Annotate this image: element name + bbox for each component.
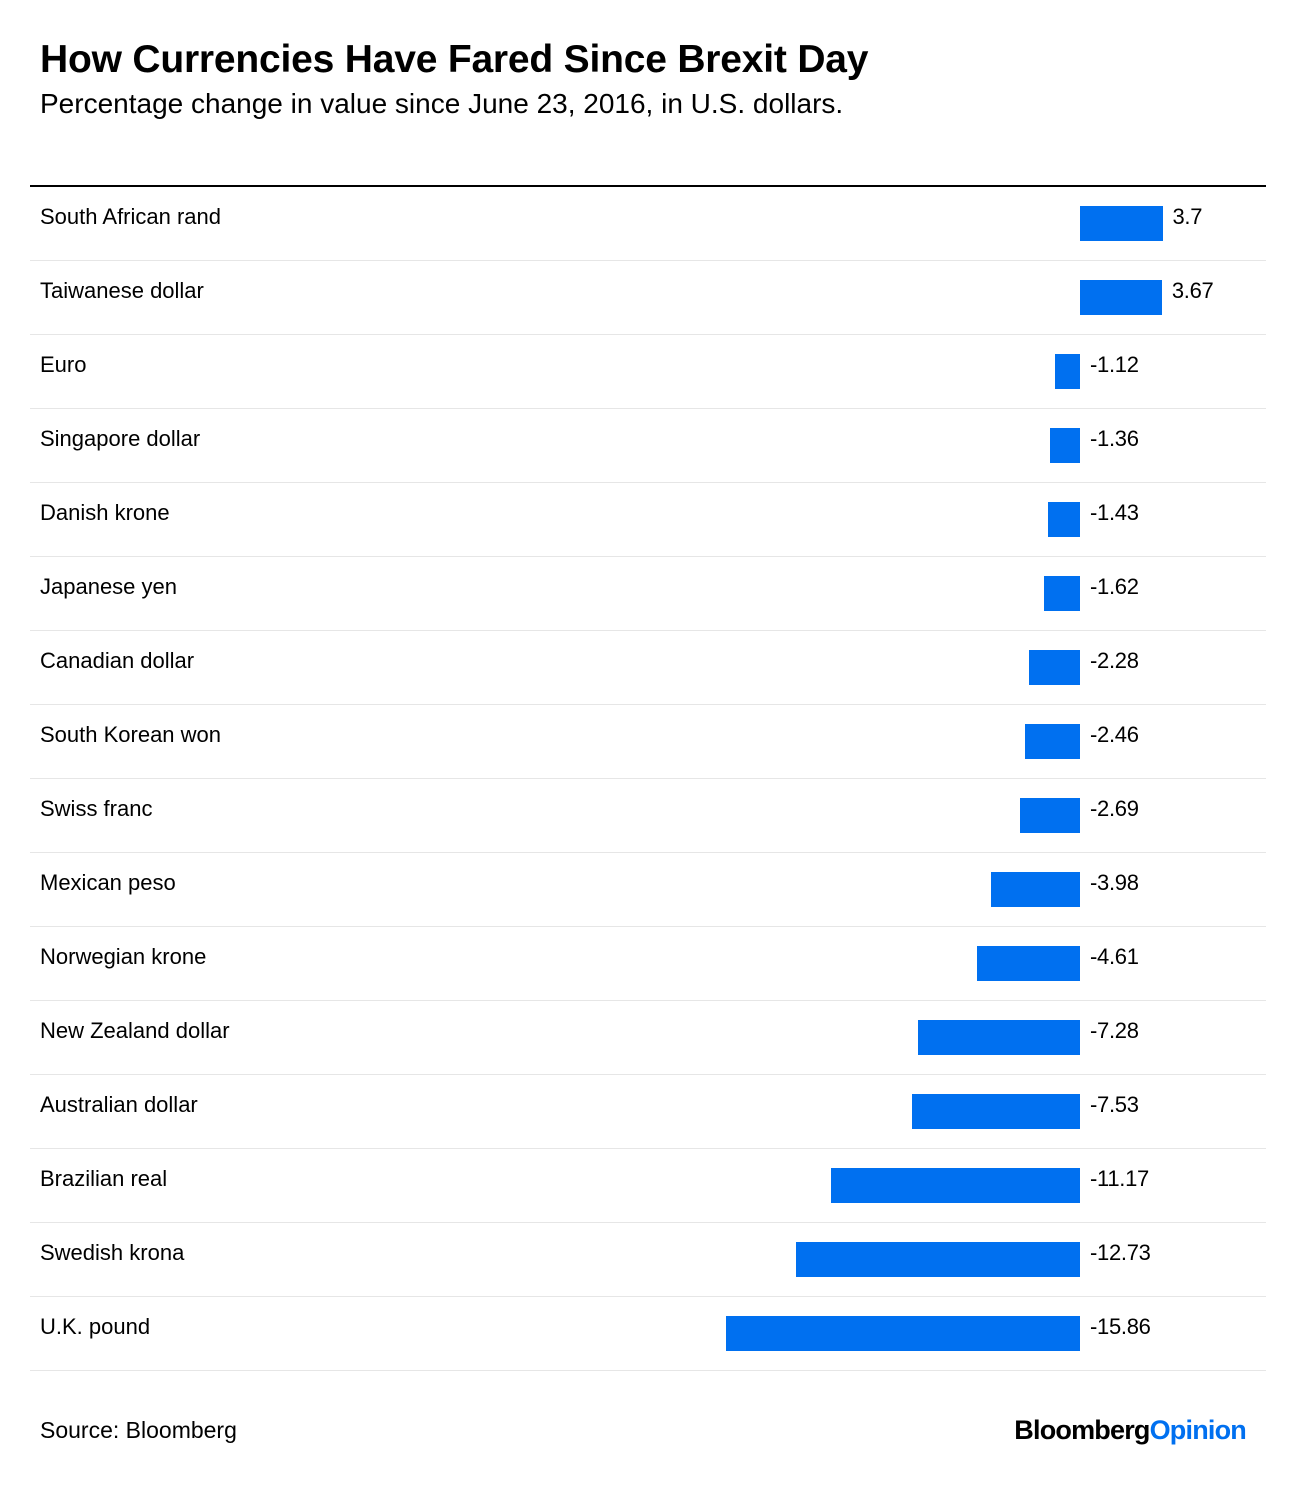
bar-value-label: -12.73 — [1090, 1240, 1151, 1265]
bar-value-label: -1.43 — [1090, 500, 1139, 525]
brand-logo: BloombergOpinion — [1014, 1415, 1247, 1446]
bar — [912, 1094, 1080, 1129]
bar-row: South African rand 3.7 — [30, 187, 1266, 261]
bar-value-label: -3.98 — [1090, 870, 1139, 895]
bar-row: Japanese yen -1.62 — [30, 557, 1266, 631]
bar-category-label: Japanese yen — [40, 574, 177, 599]
bar-category-label: Mexican peso — [40, 870, 176, 895]
bar-row: U.K. pound -15.86 — [30, 1297, 1266, 1371]
bar-category-label: Brazilian real — [40, 1166, 168, 1191]
bar-category-label: Canadian dollar — [40, 648, 195, 673]
bar-value-label: -1.12 — [1090, 352, 1139, 377]
bar-chart: South African rand 3.7 Taiwanese dollar 3.6… — [30, 187, 1266, 1371]
bar-category-label: Swedish krona — [40, 1240, 185, 1265]
bar-category-label: Singapore dollar — [40, 426, 201, 451]
bar-category-label: Swiss franc — [40, 796, 153, 821]
bar-category-label: U.K. pound — [40, 1314, 151, 1339]
bar-row: Swiss franc -2.69 — [30, 779, 1266, 853]
bar — [1029, 650, 1080, 685]
bar — [1080, 206, 1163, 241]
source-note: Source: Bloomberg — [40, 1417, 237, 1443]
bar-row: Swedish krona -12.73 — [30, 1223, 1266, 1297]
bar-category-label: Danish krone — [40, 500, 170, 525]
bar-row: Singapore dollar -1.36 — [30, 409, 1266, 483]
bar-row: Mexican peso -3.98 — [30, 853, 1266, 927]
bar — [977, 946, 1080, 981]
bar — [1048, 502, 1080, 537]
bar — [796, 1242, 1080, 1277]
bar-value-label: 3.67 — [1171, 278, 1214, 303]
bar — [726, 1316, 1080, 1351]
bar-category-label: New Zealand dollar — [40, 1018, 230, 1043]
bar — [991, 872, 1080, 907]
chart-title: How Currencies Have Fared Since Brexit D… — [40, 38, 869, 81]
bar-value-label: -2.69 — [1090, 796, 1139, 821]
bar — [917, 1020, 1080, 1055]
bar-category-label: South Korean won — [40, 722, 222, 747]
bar-value-label: -11.17 — [1090, 1166, 1149, 1191]
bar-value-label: -7.28 — [1090, 1018, 1139, 1043]
bar-row: Danish krone -1.43 — [30, 483, 1266, 557]
bar-value-label: -4.61 — [1090, 944, 1139, 969]
bar-row: Norwegian krone -4.61 — [30, 927, 1266, 1001]
bar-value-label: -1.36 — [1090, 426, 1139, 451]
bar-category-label: South African rand — [40, 204, 222, 229]
bar-row: Australian dollar -7.53 — [30, 1075, 1266, 1149]
bar-row: Taiwanese dollar 3.67 — [30, 261, 1266, 335]
bar — [1049, 428, 1080, 463]
bar-row: New Zealand dollar -7.28 — [30, 1001, 1266, 1075]
bar-row: Brazilian real -11.17 — [30, 1149, 1266, 1223]
brand-accent: Opinion — [1149, 1415, 1247, 1445]
bar-value-label: -2.46 — [1090, 722, 1139, 747]
bar-value-label: -2.28 — [1090, 648, 1139, 673]
chart-subtitle: Percentage change in value since June 23… — [40, 88, 844, 119]
bar-category-label: Euro — [40, 352, 87, 377]
bar — [1043, 576, 1080, 611]
bar-row: Euro -1.12 — [30, 335, 1266, 409]
bar-row: South Korean won -2.46 — [30, 705, 1266, 779]
top-rule — [30, 185, 1266, 187]
bar — [1020, 798, 1080, 833]
bar — [830, 1168, 1080, 1203]
bar-category-label: Australian dollar — [40, 1092, 198, 1117]
bar-value-label: -7.53 — [1090, 1092, 1139, 1117]
bar-category-label: Taiwanese dollar — [40, 278, 204, 303]
brand-primary: Bloomberg — [1014, 1415, 1150, 1445]
bar-value-label: -15.86 — [1090, 1314, 1151, 1339]
bar-row: Canadian dollar -2.28 — [30, 631, 1266, 705]
bar-value-label: 3.7 — [1172, 204, 1203, 229]
bar — [1025, 724, 1080, 759]
bar — [1080, 280, 1162, 315]
bar-category-label: Norwegian krone — [40, 944, 207, 969]
bar-value-label: -1.62 — [1090, 574, 1139, 599]
bar — [1055, 354, 1080, 389]
